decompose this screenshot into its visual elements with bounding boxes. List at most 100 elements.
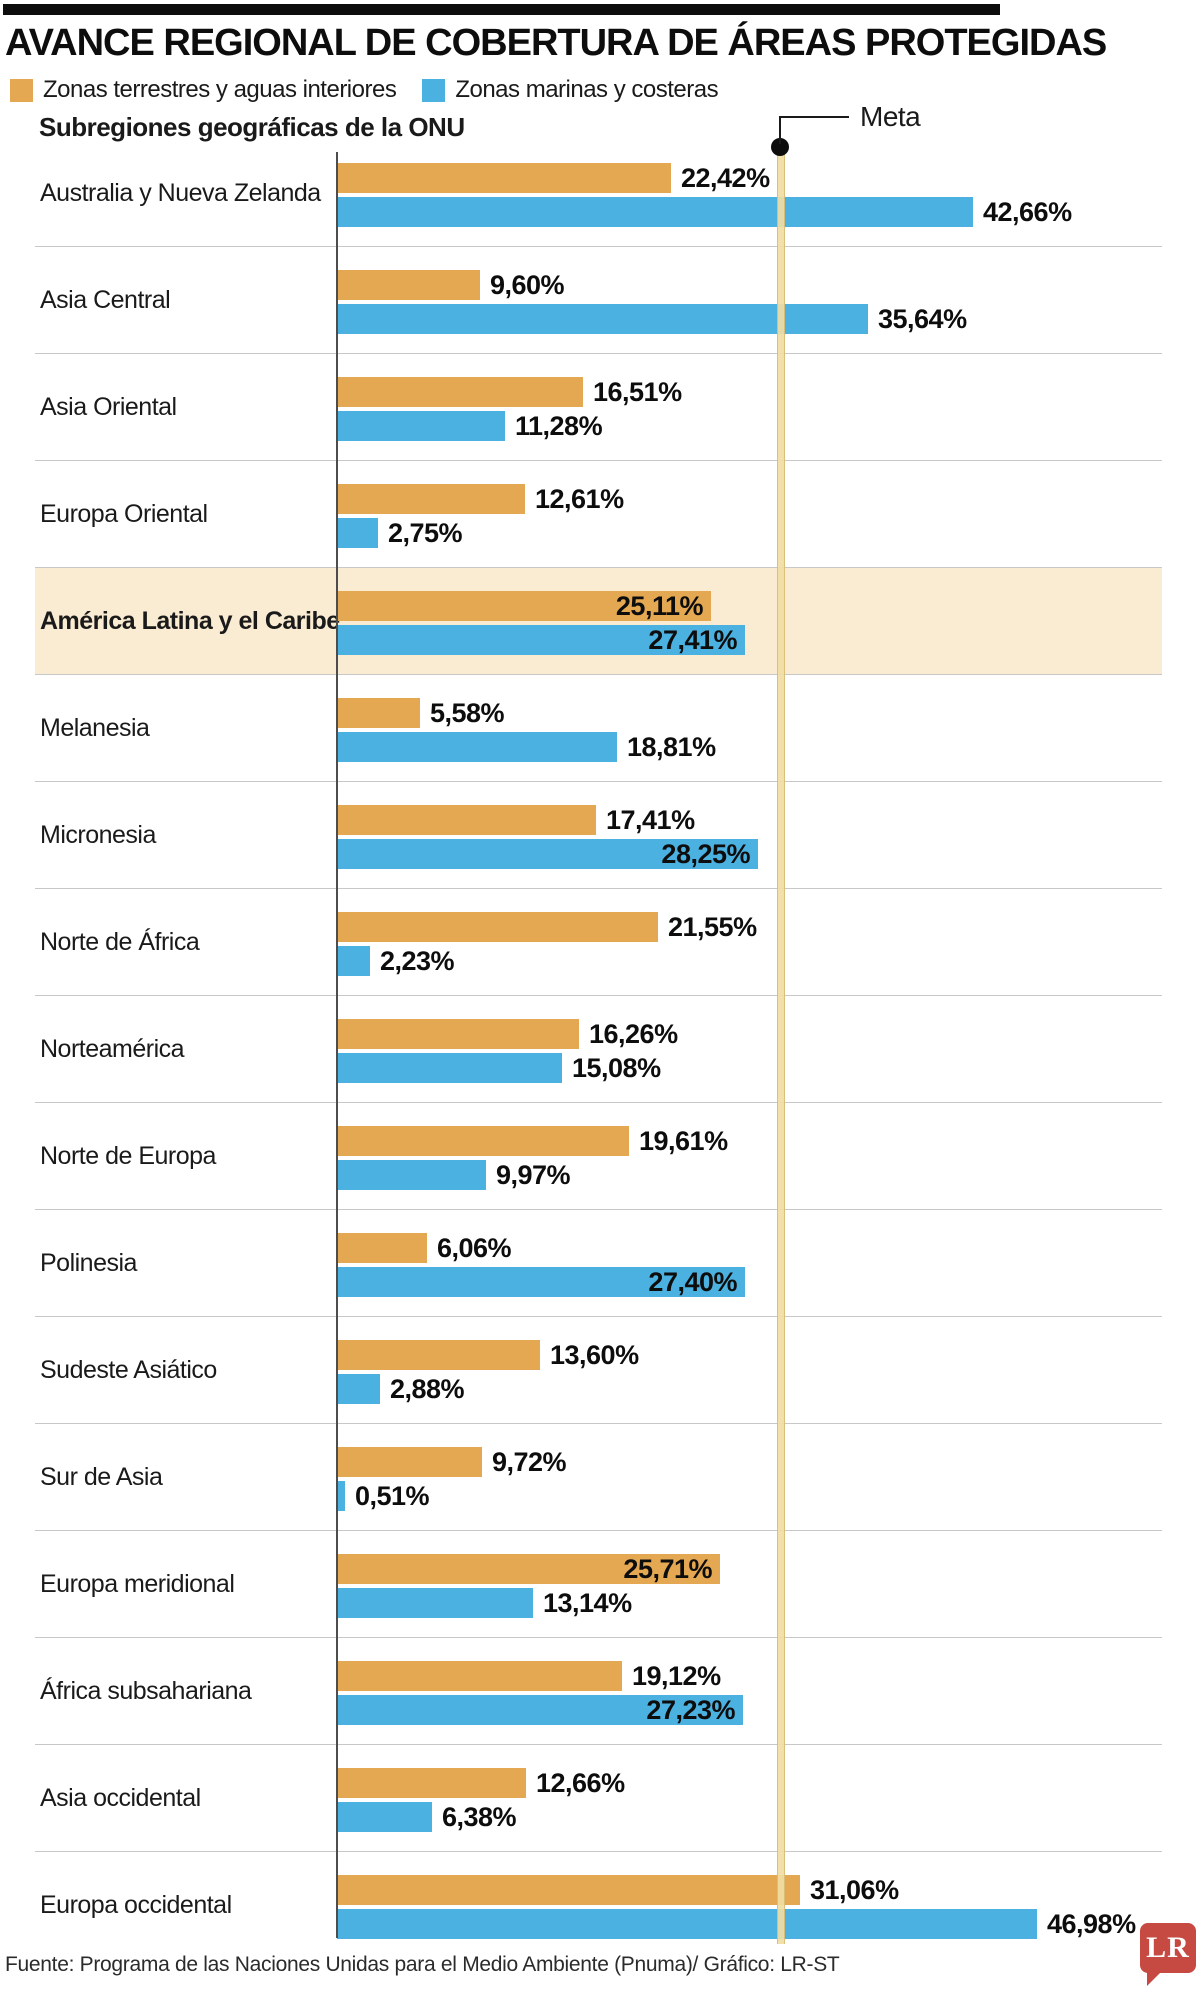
value-label-marinas: 27,40% xyxy=(648,1267,737,1297)
meta-target-line xyxy=(777,147,785,1944)
chart-row: Polinesia 6,06% 27,40% xyxy=(35,1210,1162,1317)
bar-marinas xyxy=(337,1588,533,1618)
bar-terrestres xyxy=(337,1661,622,1691)
bar-marinas xyxy=(337,518,378,548)
bar-marinas xyxy=(337,1267,745,1297)
meta-callout-line xyxy=(779,116,781,144)
category-label: Melanesia xyxy=(40,713,150,742)
category-label: Europa meridional xyxy=(40,1569,235,1598)
chart-row: Europa Oriental 12,61% 2,75% xyxy=(35,461,1162,568)
bar-terrestres xyxy=(337,805,596,835)
value-label-marinas: 0,51% xyxy=(355,1481,430,1511)
category-label: África subsahariana xyxy=(40,1676,252,1705)
category-label: América Latina y el Caribe xyxy=(40,606,340,635)
category-label: Asia Central xyxy=(40,285,171,314)
bar-marinas xyxy=(337,1909,1037,1939)
chart-row: África subsahariana 19,12% 27,23% xyxy=(35,1638,1162,1745)
value-label-terrestres: 5,58% xyxy=(430,698,505,728)
category-label: Norteamérica xyxy=(40,1034,185,1063)
chart-row: Norte de África 21,55% 2,23% xyxy=(35,889,1162,996)
category-label: Europa occidental xyxy=(40,1890,232,1919)
bar-terrestres xyxy=(337,1126,629,1156)
value-label-terrestres: 19,61% xyxy=(639,1126,728,1156)
chart-row: América Latina y el Caribe 25,11% 27,41% xyxy=(35,568,1162,675)
value-label-terrestres: 9,72% xyxy=(492,1447,567,1477)
value-label-marinas: 35,64% xyxy=(878,304,967,334)
chart-legend: Zonas terrestres y aguas interiores Zona… xyxy=(10,76,732,104)
bar-marinas xyxy=(337,411,505,441)
meta-label: Meta xyxy=(860,101,921,132)
chart-row: Sur de Asia 9,72% 0,51% xyxy=(35,1424,1162,1531)
value-label-marinas: 18,81% xyxy=(627,732,716,762)
bar-terrestres xyxy=(337,1233,427,1263)
category-label: Norte de África xyxy=(40,927,200,956)
bar-marinas xyxy=(337,197,973,227)
value-label-marinas: 28,25% xyxy=(661,839,750,869)
legend-item-terrestres: Zonas terrestres y aguas interiores xyxy=(10,76,397,104)
bar-terrestres xyxy=(337,698,420,728)
bar-marinas xyxy=(337,1695,743,1725)
value-label-marinas: 27,23% xyxy=(646,1695,735,1725)
legend-item-marinas: Zonas marinas y costeras xyxy=(422,76,719,104)
value-label-marinas: 46,98% xyxy=(1047,1909,1136,1939)
bar-terrestres xyxy=(337,484,525,514)
bar-terrestres xyxy=(337,1019,579,1049)
value-label-terrestres: 12,66% xyxy=(536,1768,625,1798)
bar-marinas xyxy=(337,1374,380,1404)
chart-row: Asia Central 9,60% 35,64% xyxy=(35,247,1162,354)
bar-marinas xyxy=(337,304,868,334)
value-label-marinas: 6,38% xyxy=(442,1802,517,1832)
category-label: Sudeste Asiático xyxy=(40,1355,217,1384)
value-label-terrestres: 21,55% xyxy=(668,912,757,942)
value-label-marinas: 11,28% xyxy=(515,411,603,441)
meta-dot-icon xyxy=(771,138,789,156)
value-label-terrestres: 19,12% xyxy=(632,1661,721,1691)
bar-marinas xyxy=(337,1481,345,1511)
bar-terrestres xyxy=(337,1875,800,1905)
value-label-terrestres: 31,06% xyxy=(810,1875,899,1905)
chart-row: Micronesia 17,41% 28,25% xyxy=(35,782,1162,889)
chart-row: Europa meridional 25,71% 13,14% xyxy=(35,1531,1162,1638)
value-label-terrestres: 13,60% xyxy=(550,1340,639,1370)
category-label: Norte de Europa xyxy=(40,1141,216,1170)
value-label-terrestres: 17,41% xyxy=(606,805,695,835)
marinas-swatch-icon xyxy=(422,78,446,102)
category-label: Australia y Nueva Zelanda xyxy=(40,178,321,207)
value-label-marinas: 2,88% xyxy=(390,1374,465,1404)
value-label-marinas: 15,08% xyxy=(572,1053,661,1083)
value-label-terrestres: 16,51% xyxy=(593,377,682,407)
bar-marinas xyxy=(337,1053,562,1083)
bar-terrestres xyxy=(337,591,711,621)
lr-logo-text: LR xyxy=(1146,1931,1190,1964)
axis-title: Subregiones geográficas de la ONU xyxy=(39,112,465,142)
category-label: Polinesia xyxy=(40,1248,137,1277)
meta-callout-line-h xyxy=(779,116,849,118)
bar-terrestres xyxy=(337,1340,540,1370)
bar-marinas xyxy=(337,625,745,655)
category-label: Micronesia xyxy=(40,820,156,849)
page-title: AVANCE REGIONAL DE COBERTURA DE ÁREAS PR… xyxy=(5,22,1107,64)
value-label-terrestres: 22,42% xyxy=(681,163,770,193)
title-accent-bar xyxy=(3,4,1000,15)
category-label: Asia occidental xyxy=(40,1783,201,1812)
chart-row: Sudeste Asiático 13,60% 2,88% xyxy=(35,1317,1162,1424)
lr-logo: LR xyxy=(1140,1923,1196,1986)
bar-marinas xyxy=(337,946,370,976)
bar-marinas xyxy=(337,839,758,869)
value-label-marinas: 2,23% xyxy=(380,946,455,976)
value-label-marinas: 42,66% xyxy=(983,197,1072,227)
legend-label-terrestres: Zonas terrestres y aguas interiores xyxy=(43,76,397,103)
chart-row: Australia y Nueva Zelanda 22,42% 42,66% xyxy=(35,140,1162,247)
value-label-terrestres: 25,71% xyxy=(623,1554,712,1584)
category-label: Sur de Asia xyxy=(40,1462,163,1491)
bar-terrestres xyxy=(337,163,671,193)
baseline-axis xyxy=(336,152,338,1938)
value-label-terrestres: 16,26% xyxy=(589,1019,678,1049)
value-label-marinas: 2,75% xyxy=(388,518,463,548)
bar-marinas xyxy=(337,732,617,762)
chart-row: Melanesia 5,58% 18,81% xyxy=(35,675,1162,782)
value-label-marinas: 9,97% xyxy=(496,1160,571,1190)
bar-marinas xyxy=(337,1160,486,1190)
bar-terrestres xyxy=(337,1447,482,1477)
value-label-terrestres: 25,11% xyxy=(615,591,704,621)
